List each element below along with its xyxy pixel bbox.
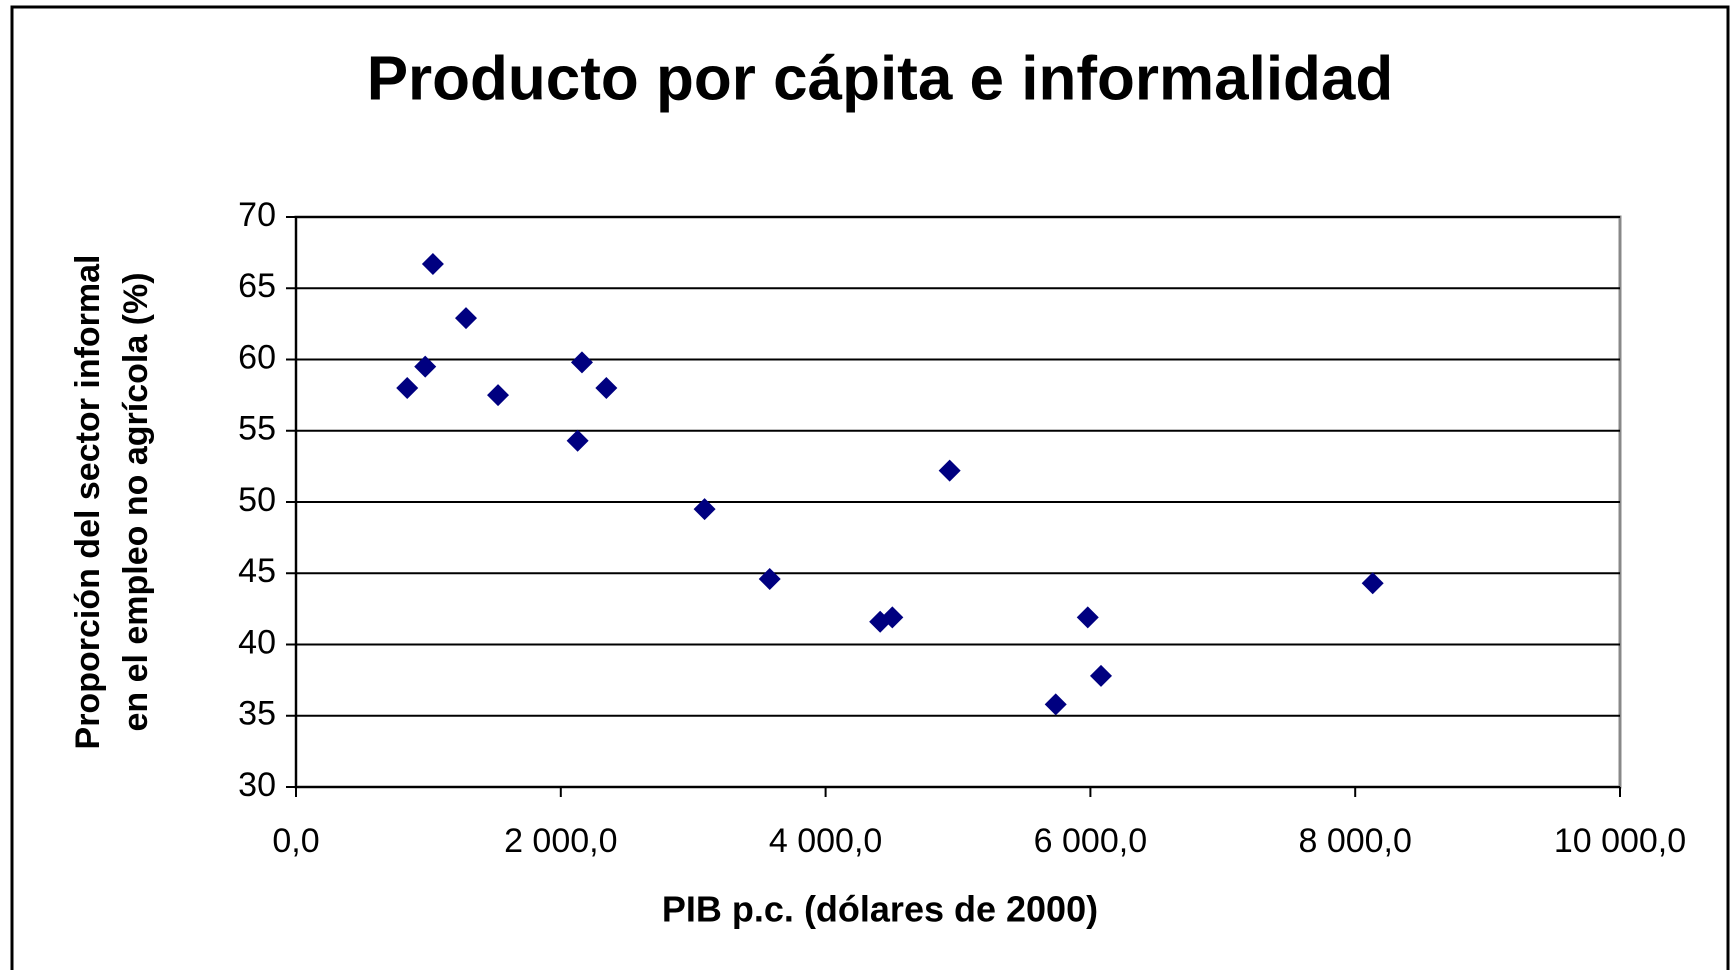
x-axis-label: PIB p.c. (dólares de 2000) [662,889,1098,930]
point [595,377,618,399]
point [570,351,593,374]
y-tick-label: 40 [238,623,276,661]
point [693,498,716,521]
x-tick-label: 4 000,0 [769,822,882,860]
point [455,307,478,330]
y-axis-label: Proporción del sector informal en el emp… [69,255,155,750]
chart-title: Producto por cápita e informalidad [367,44,1394,113]
x-tick-label: 6 000,0 [1034,822,1147,860]
point [938,459,961,482]
y-tick-label: 50 [238,481,276,519]
y-axis-label-line: en el empleo no agrícola (%) [117,272,155,731]
x-tick-label: 8 000,0 [1298,822,1411,860]
point [758,567,781,590]
point [421,253,444,276]
point [487,384,510,407]
point [881,606,904,629]
y-tick-label: 45 [238,552,276,590]
point [1089,664,1112,687]
point [566,429,589,452]
y-tick-label: 70 [238,196,276,234]
x-tick-label: 0,0 [272,822,319,860]
point [1044,693,1067,716]
x-tick-label: 2 000,0 [504,822,617,860]
chart-frame [10,5,1730,970]
y-axis-label-line: Proporción del sector informal [69,255,107,750]
point [1361,572,1384,595]
x-tick-label: 10 000,0 [1554,822,1686,860]
y-tick-label: 30 [238,766,276,804]
y-tick-label: 55 [238,410,276,448]
y-tick-label: 60 [238,338,276,376]
y-tick-label: 35 [238,695,276,733]
point [1076,606,1099,629]
point [396,377,419,399]
point [414,355,437,378]
y-tick-label: 65 [238,267,276,305]
